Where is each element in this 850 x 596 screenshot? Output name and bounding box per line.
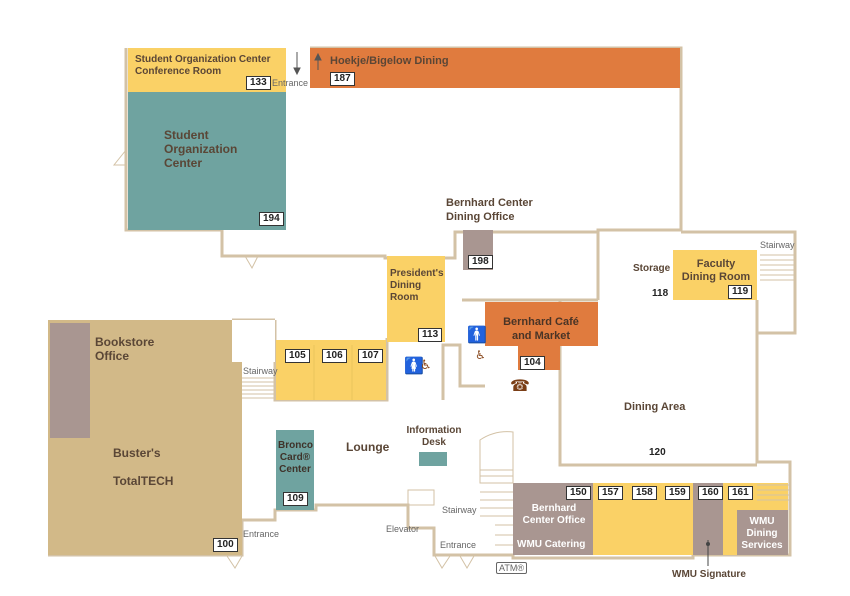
room-159-number: 159 [665,486,690,500]
room-113-line2: Dining [390,280,422,291]
room-198-line2: Dining Office [446,211,515,223]
room-118-label: Storage [633,263,671,274]
accessible-icon: ♿ [420,358,432,373]
bookstore-line1: Bookstore [95,335,155,349]
room-187-number: 187 [330,72,355,86]
arrows [293,52,322,76]
room-194-notch [128,92,286,110]
restroom-men-icon: 🚹 [467,325,487,344]
stairway-left-label: Stairway [243,366,278,376]
room-105-number: 105 [285,349,310,363]
room-106-number: 106 [322,349,347,363]
room-113-line3: Room [390,292,419,303]
bookstore-line2: Office [95,349,130,363]
room-119-number: 119 [728,285,753,299]
stairway-right-steps [760,254,795,281]
room-133-number: 133 [246,76,271,90]
bookstore-office-label: Bookstore Office [95,335,154,363]
stairway-bottom-steps [479,431,514,546]
room-187 [310,48,680,88]
room-150-line1: Bernhard [531,503,577,514]
room-107-number: 107 [358,349,383,363]
information-desk-label: Information Desk [403,425,465,449]
room-100-line1: Buster's [113,446,161,460]
room-194-label: Student Organization Center [164,128,237,170]
entrance-top-label: Entrance [272,78,309,88]
room-198-number: 198 [468,255,493,269]
dining-area-label: Dining Area [624,401,686,413]
entrance-bottom-label: Entrance [440,540,477,550]
room-118-number: 118 [652,288,669,299]
room-158-number: 158 [632,486,657,500]
restroom-icon: 🚺 [404,356,424,375]
room-113 [387,256,445,342]
room-194-number: 194 [259,212,284,226]
entrance-left-label: Entrance [243,529,280,539]
rooms [48,48,788,555]
room-119-line1: Faculty [696,258,736,270]
room-187-label: Hoekje/Bigelow Dining [330,55,449,67]
info-desk-line2: Desk [422,437,446,448]
room-100-number: 100 [213,538,238,552]
room-109-line1: Bronco [278,440,313,451]
room-113-number: 113 [418,328,443,342]
room-133-label: Student Organization Center Conference R… [135,54,271,78]
room-119-line2: Dining Room [681,271,751,283]
room-100-line2: TotalTECH [113,474,174,488]
room-161-services [737,510,788,555]
room-150-label: Bernhard Center Office [516,503,592,527]
room-120-number: 120 [649,447,666,458]
room-100-notch [232,320,275,362]
atm-label: ATM® [496,562,527,574]
room-104-label: Bernhard Café and Market [496,315,586,343]
stairway-bottom-label: Stairway [442,505,477,515]
room-104-line1: Bernhard Café [503,316,579,328]
room-109-number: 109 [283,492,308,506]
room-104-number: 104 [520,356,545,370]
stairway-right-label: Stairway [760,240,795,250]
room-161-line1: WMU [749,516,775,527]
room-161-line3: Services [741,540,783,551]
room-198-line1: Bernhard Center [446,197,533,209]
room-150-number: 150 [566,486,591,500]
phone-icon: ☎ [510,376,530,395]
stairways [242,254,795,546]
room-194-line3: Center [164,156,203,170]
room-109-line3: Center [279,464,311,475]
room-119-label: Faculty Dining Room [680,258,752,284]
room-109-label: Bronco Card® Center [278,440,313,476]
room-150-line3: WMU Catering [517,539,586,550]
room-161-number: 161 [728,486,753,500]
room-109-line2: Card® [279,452,311,463]
information-desk [419,452,447,466]
room-194-line2: Organization [164,142,238,156]
accessible-icon-2: ♿ [475,348,486,362]
elevator-label: Elevator [386,524,420,534]
bookstore-office [50,323,90,438]
wmu-signature-label: WMU Signature [672,569,746,580]
room-194 [128,92,286,230]
doors [112,149,475,569]
room-157-number: 157 [598,486,623,500]
room-161-label: WMU Dining Services [738,516,786,552]
room-194-line1: Student [164,128,209,142]
room-198-label: Bernhard Center Dining Office [446,196,533,224]
lounge-label: Lounge [346,440,390,454]
stairway-right-lower-steps [757,484,790,501]
room-113-label: President's Dining Room [390,268,444,304]
room-104 [485,302,598,346]
stairway-left-steps [242,377,275,399]
room-104-line2: and Market [511,330,571,342]
signature-pointer [706,540,710,566]
room-113-line1: President's [390,268,444,279]
info-desk-line1: Information [406,425,462,436]
room-161-line2: Dining [746,528,778,539]
room-160-number: 160 [698,486,723,500]
room-133-line2: Conference Room [135,66,222,77]
room-150-line2: Center Office [522,515,586,526]
room-133-line1: Student Organization Center [135,54,271,65]
elevator-shaft [407,489,435,506]
